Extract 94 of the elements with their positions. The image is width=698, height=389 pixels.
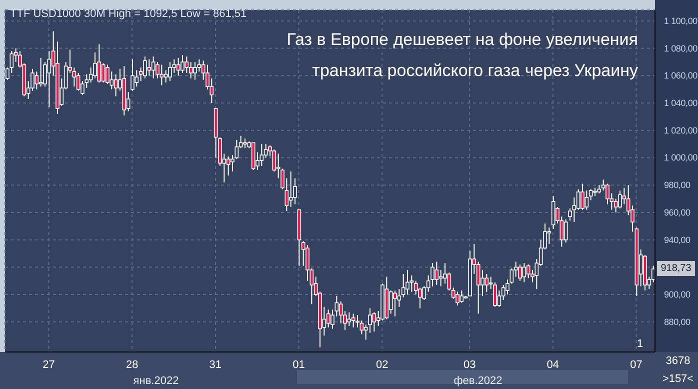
candlestick: [484, 274, 489, 292]
candlestick: [584, 190, 589, 210]
y-tick-label: 960,00: [664, 207, 691, 218]
candlestick: [551, 196, 556, 230]
candlestick: [164, 70, 168, 84]
candlestick: [160, 64, 164, 86]
y-tick-label: 980,00: [664, 180, 691, 190]
candlestick: [434, 261, 439, 286]
candlestick: [38, 57, 43, 88]
y-tick-label: 1 040,00: [664, 98, 698, 108]
y-tick-label: 1 100,00: [664, 16, 698, 26]
candlestick: [76, 72, 80, 92]
candlestick: [93, 52, 97, 79]
candlestick: [243, 138, 247, 149]
candlestick: [397, 288, 402, 308]
annotation: TTF USD1000 30M High = 1092,5 Low = 861,51: [10, 8, 247, 20]
y-tick-label: 880,00: [664, 316, 691, 327]
candlestick: [114, 74, 118, 97]
candlestick: [143, 56, 147, 79]
candlestick: [447, 272, 452, 291]
candlestick: [101, 62, 106, 84]
x-tick-label: 31: [209, 358, 222, 371]
candlestick: [388, 290, 393, 314]
candlestick: [176, 57, 180, 76]
candlestick: [234, 139, 239, 160]
candlestick: [410, 274, 414, 292]
candlestick: [151, 56, 156, 79]
candlestick: [576, 188, 580, 210]
candlestick: [618, 190, 622, 209]
x-tick-label: 27: [42, 358, 55, 371]
candlestick: [372, 312, 376, 332]
candlestick: [451, 287, 456, 300]
candlestick: [226, 156, 230, 176]
candlestick: [172, 58, 176, 74]
candlestick: [301, 240, 306, 266]
candlestick: [47, 50, 52, 108]
text: >157<: [662, 373, 694, 385]
candlestick: [393, 290, 397, 317]
candlestick: [264, 144, 268, 158]
text: Газ в Европе дешевеет на фоне увеличения транзита российского газа через Украину: [286, 29, 638, 82]
candlestick: [326, 309, 330, 328]
x-tick-label: 28: [126, 358, 138, 371]
candlestick: [614, 198, 618, 213]
annotation: 1: [636, 338, 644, 350]
candlestick: [351, 313, 356, 328]
candlestick: [193, 61, 197, 80]
candlestick: [180, 54, 184, 74]
candlestick: [547, 227, 552, 244]
candlestick: [347, 312, 352, 327]
text: янв.2022: [133, 375, 179, 387]
candlestick: [34, 71, 39, 90]
text: 3678: [666, 355, 690, 367]
candlestick: [97, 44, 102, 84]
text: фев.2022: [454, 375, 502, 387]
candlestick: [88, 66, 93, 84]
candlestick: [401, 274, 406, 298]
y-tick-label: 940,00: [664, 234, 691, 245]
y-tick-label: 1 000,00: [664, 152, 698, 163]
candlestick: [197, 58, 202, 72]
candlestick: [414, 280, 418, 296]
y-tick-label: 900,00: [664, 290, 691, 300]
candlestick: [110, 71, 114, 90]
candlestick: [147, 58, 152, 76]
candlestick: [564, 218, 568, 244]
candlestick: [130, 58, 134, 92]
annotation: 918,73: [657, 260, 695, 276]
candlestick: [260, 144, 264, 166]
candlestick: [476, 261, 480, 314]
x-tick-label: 02: [376, 358, 388, 371]
y-tick-label: 1 060,00: [664, 70, 698, 81]
candlestick: [456, 291, 460, 306]
candlestick: [272, 149, 276, 172]
x-tick-label: 01: [292, 358, 305, 371]
x-tick-label: 07: [630, 358, 642, 371]
candlestick: [406, 269, 410, 296]
candlestick: [184, 56, 189, 74]
candlestick: [438, 269, 443, 287]
candlestick: [522, 262, 526, 283]
candlestick: [526, 264, 530, 279]
candlestick: [460, 290, 464, 304]
candlestick: [168, 61, 172, 82]
candlestick: [580, 183, 584, 210]
candlestick: [588, 188, 593, 201]
candlestick: [72, 66, 76, 88]
x-tick-label: 03: [463, 358, 476, 371]
y-tick-label: 1 080,00: [664, 43, 698, 54]
candlestick: [188, 61, 193, 79]
candlestick: [518, 264, 522, 282]
y-tick-label: 1 020,00: [664, 125, 698, 136]
candlestick: [288, 170, 293, 208]
x-tick-label: 04: [546, 358, 560, 371]
candlestick: [360, 320, 364, 335]
candlestick: [134, 70, 139, 88]
candlestick: [338, 300, 343, 324]
